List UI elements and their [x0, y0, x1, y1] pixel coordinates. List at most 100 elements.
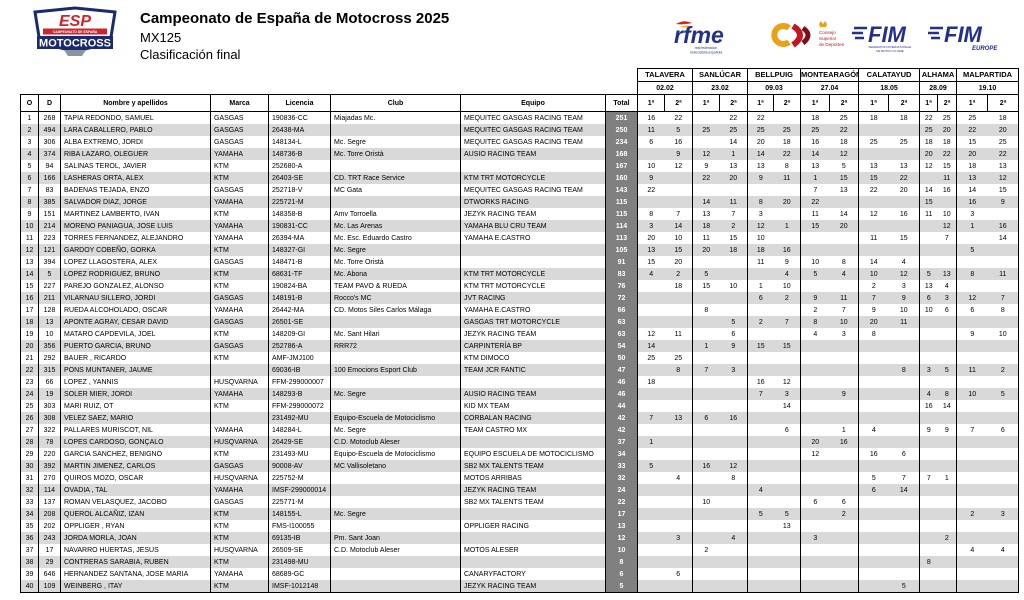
cell-position: 28 [20, 436, 39, 448]
cell-position: 21 [20, 352, 39, 364]
cell-score: 3 [747, 208, 774, 220]
cell-rider-name: PONS MUNTANER, JAUME [60, 364, 211, 376]
cell-score: 3 [937, 292, 957, 304]
cell-club: Mc. Sant Hilari [330, 328, 461, 340]
cell-rider-name: LOPES CARDOSO, GONÇALO [60, 436, 211, 448]
cell-score: 2 [800, 304, 830, 316]
cell-score [719, 184, 748, 196]
cell-team: AUSIO RACING TEAM [460, 388, 606, 400]
cell-score [987, 472, 1020, 484]
cell-score: 9 [937, 424, 957, 436]
cell-team: TEAM JCR FANTIC [460, 364, 606, 376]
cell-position: 40 [20, 580, 39, 593]
cell-score [858, 460, 889, 472]
cell-license: 148191-B [268, 292, 331, 304]
cell-score [773, 484, 801, 496]
race-label-header: 2ª [888, 94, 921, 112]
cell-score [956, 532, 988, 544]
cell-score [719, 580, 748, 593]
cell-score: 12 [829, 148, 859, 160]
cell-score [773, 544, 801, 556]
cell-score [719, 388, 748, 400]
cell-score [956, 520, 988, 532]
cell-score [919, 232, 938, 244]
cell-score: 15 [747, 340, 774, 352]
cell-rider-name: APONTE AGRAY, CESAR DAVID [60, 316, 211, 328]
cell-score: 14 [773, 400, 801, 412]
cell-score [858, 196, 889, 208]
cell-score [692, 532, 720, 544]
cell-score: 7 [719, 208, 748, 220]
cell-score: 15 [692, 280, 720, 292]
cell-score [829, 244, 859, 256]
rider-row: 30 392 MARTIN JIMENEZ, CARLOS GASGAS 90008-A… [20, 460, 1020, 472]
cell-score: 11 [956, 364, 988, 376]
cell-score [637, 388, 665, 400]
cell-score: 2 [664, 268, 693, 280]
cell-number: 303 [38, 400, 61, 412]
rider-row: 26 308 VELEZ SAEZ, MARIO 231492-MU Equipo-Es… [20, 412, 1020, 424]
cell-brand: YAMAHA [210, 484, 269, 496]
cell-team [460, 376, 606, 388]
cell-total: 105 [605, 244, 638, 256]
cell-score: 7 [919, 472, 938, 484]
cell-score: 22 [829, 124, 859, 136]
cell-score [719, 292, 748, 304]
cell-score [747, 496, 774, 508]
cell-brand: KTM [210, 328, 269, 340]
cell-score [692, 328, 720, 340]
cell-score [956, 484, 988, 496]
cell-score [919, 544, 938, 556]
cell-score: 25 [858, 136, 889, 148]
cell-score: 22 [800, 196, 830, 208]
cell-number: 137 [38, 496, 61, 508]
rider-row: 3 306 ALBA EXTREMO, JORDI GASGAS 148134-L Mc.… [20, 136, 1020, 148]
col-header-license: Licencia [268, 94, 331, 112]
cell-team: CANARYFACTORY [460, 568, 606, 580]
cell-score [888, 340, 920, 352]
cell-license: AMF-JMJ100 [268, 352, 331, 364]
race-label-header: 1ª [637, 94, 665, 112]
cell-score: 20 [987, 124, 1020, 136]
cell-total: 37 [605, 436, 638, 448]
cell-team: CARPINTERÍA BP [460, 340, 606, 352]
cell-score [937, 412, 957, 424]
cell-score: 13 [747, 160, 774, 172]
cell-rider-name: TAPIA REDONDO, SAMUEL [60, 111, 211, 124]
cell-club: C.D. Motoclub Aleser [330, 544, 461, 556]
cell-score: 9 [747, 172, 774, 184]
cell-score: 4 [919, 388, 938, 400]
cell-score [888, 412, 920, 424]
cell-license: 148134-L [268, 136, 331, 148]
cell-rider-name: VELEZ SAEZ, MARIO [60, 412, 211, 424]
rider-row: 25 303 MARI RUIZ, OT KTM FFM-299000072 KID MX… [20, 400, 1020, 412]
column-header-row: O D Nombre y apellidos Marca Licencia Club Equ… [20, 94, 1020, 112]
cell-score: 18 [956, 160, 988, 172]
cell-score [956, 352, 988, 364]
cell-score: 25 [692, 124, 720, 136]
cell-score [888, 568, 920, 580]
cell-score [888, 148, 920, 160]
cell-score [919, 520, 938, 532]
cell-total: 91 [605, 256, 638, 268]
cell-score [692, 136, 720, 148]
cell-license: 190831-CC [268, 220, 331, 232]
cell-score [664, 340, 693, 352]
cell-number: 374 [38, 148, 61, 160]
cell-score [919, 172, 938, 184]
cell-license: 148155-L [268, 508, 331, 520]
cell-score: 10 [800, 256, 830, 268]
cell-rider-name: GARDOY COBEÑO, GORKA [60, 244, 211, 256]
cell-score [987, 520, 1020, 532]
cell-score [919, 460, 938, 472]
cell-score [800, 388, 830, 400]
cell-score [664, 496, 693, 508]
cell-score: 4 [937, 280, 957, 292]
cell-club: CD. TRT Race Service [330, 172, 461, 184]
cell-score [692, 352, 720, 364]
rider-row: 33 137 ROMAN VELASQUEZ, JACOBO GASGAS 225771… [20, 496, 1020, 508]
cell-score [637, 544, 665, 556]
cell-score [773, 496, 801, 508]
cell-score: 16 [829, 436, 859, 448]
cell-brand: YAMAHA [210, 388, 269, 400]
